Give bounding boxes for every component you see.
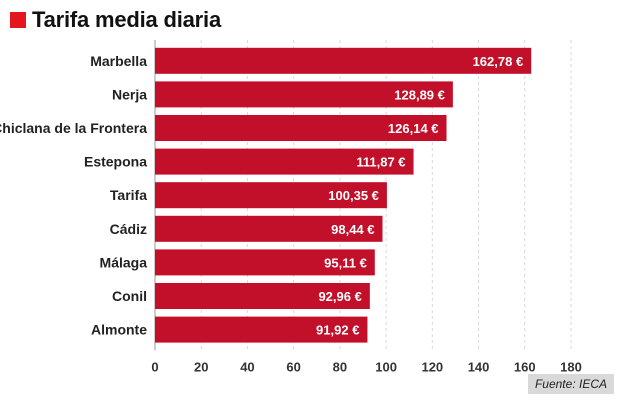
bar	[155, 115, 447, 141]
x-tick-label: 60	[286, 359, 300, 374]
x-tick-label: 0	[151, 359, 158, 374]
data-label: 98,44 €	[331, 222, 374, 237]
bar	[155, 249, 375, 276]
source-label: Fuente: IECA	[527, 374, 614, 394]
bar	[155, 283, 370, 309]
category-label: Marbella	[90, 53, 147, 69]
x-tick-label: 140	[468, 359, 490, 374]
category-label: Conil	[112, 288, 147, 304]
category-label: Málaga	[100, 254, 148, 270]
x-tick-label: 180	[560, 359, 582, 374]
bar	[155, 215, 383, 242]
data-label: 162,78 €	[473, 54, 524, 69]
x-tick-label: 160	[514, 359, 536, 374]
x-tick-label: 20	[194, 359, 208, 374]
data-label: 91,92 €	[316, 323, 359, 338]
title-marker-square	[10, 12, 26, 28]
data-label: 95,11 €	[324, 255, 367, 270]
data-label: 111,87 €	[356, 155, 405, 170]
x-tick-label: 120	[421, 359, 443, 374]
bar	[155, 47, 532, 74]
category-label: Chiclana de la Frontera	[0, 120, 147, 136]
category-label: Tarifa	[110, 187, 147, 203]
bar	[155, 81, 453, 108]
category-label: Estepona	[84, 154, 147, 170]
x-tick-label: 100	[375, 359, 397, 374]
data-label: 126,14 €	[388, 121, 439, 136]
data-label: 92,96 €	[318, 289, 361, 304]
chart-title-block: Tarifa media diaria	[10, 6, 221, 34]
bar	[155, 148, 414, 175]
category-label: Cádiz	[110, 221, 147, 237]
bar	[155, 182, 387, 209]
chart-title: Tarifa media diaria	[32, 7, 221, 32]
x-tick-label: 80	[333, 359, 347, 374]
x-tick-label: 40	[240, 359, 254, 374]
bar	[155, 316, 368, 343]
category-label: Almonte	[91, 322, 147, 338]
data-label: 128,89 €	[394, 87, 445, 102]
category-label: Nerja	[112, 86, 147, 102]
data-label: 100,35 €	[328, 188, 379, 203]
